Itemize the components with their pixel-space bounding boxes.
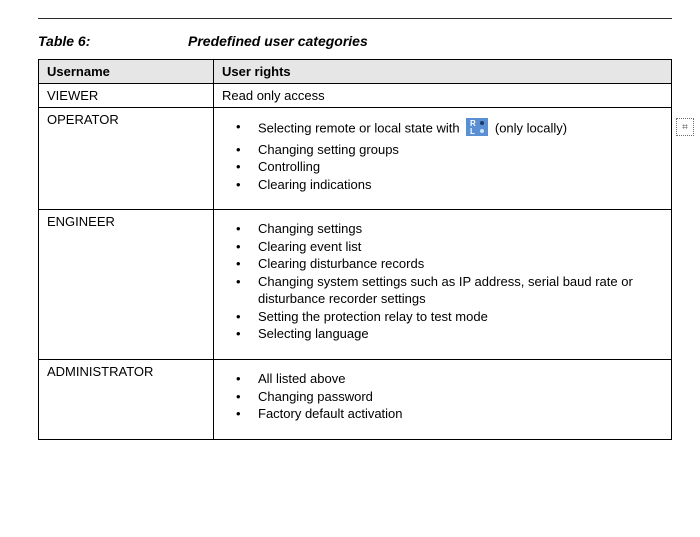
table-anchor-icon: ⌗ xyxy=(676,118,694,136)
top-rule xyxy=(38,18,672,19)
table-caption: Table 6: Predefined user categories xyxy=(38,33,672,49)
rl-icon: R L xyxy=(466,118,488,141)
username-cell: ADMINISTRATOR xyxy=(39,360,214,440)
item-text: Selecting remote or local state with xyxy=(258,121,460,136)
table-row: VIEWER Read only access xyxy=(39,84,672,108)
rights-cell: Read only access xyxy=(214,84,672,108)
list-item: Controlling xyxy=(236,158,663,176)
rights-list: All listed above Changing password Facto… xyxy=(222,364,663,435)
list-item: Selecting language xyxy=(236,325,663,343)
table-header-row: Username User rights xyxy=(39,60,672,84)
list-item: Setting the protection relay to test mod… xyxy=(236,308,663,326)
rights-cell: Changing settings Clearing event list Cl… xyxy=(214,210,672,360)
username-cell: OPERATOR xyxy=(39,108,214,210)
rights-list: Changing settings Clearing event list Cl… xyxy=(222,214,663,355)
table-row: OPERATOR Selecting remote or local state… xyxy=(39,108,672,210)
header-username: Username xyxy=(39,60,214,84)
list-item: Changing settings xyxy=(236,220,663,238)
list-item: Changing setting groups xyxy=(236,141,663,159)
rights-list: Selecting remote or local state with R L… xyxy=(222,112,663,205)
list-item: Clearing indications xyxy=(236,176,663,194)
username-cell: VIEWER xyxy=(39,84,214,108)
table-row: ENGINEER Changing settings Clearing even… xyxy=(39,210,672,360)
item-text: (only locally) xyxy=(495,121,567,136)
svg-text:L: L xyxy=(470,127,475,136)
user-categories-table: Username User rights VIEWER Read only ac… xyxy=(38,59,672,440)
caption-label: Table 6: xyxy=(38,33,188,49)
rights-cell: Selecting remote or local state with R L… xyxy=(214,108,672,210)
list-item: Changing password xyxy=(236,388,663,406)
username-cell: ENGINEER xyxy=(39,210,214,360)
list-item: Clearing event list xyxy=(236,238,663,256)
header-rights: User rights xyxy=(214,60,672,84)
rights-cell: All listed above Changing password Facto… xyxy=(214,360,672,440)
anchor-glyph: ⌗ xyxy=(682,122,688,133)
caption-title: Predefined user categories xyxy=(188,33,368,49)
list-item: Factory default activation xyxy=(236,405,663,423)
list-item: Changing system settings such as IP addr… xyxy=(236,273,663,308)
list-item: All listed above xyxy=(236,370,663,388)
list-item: Selecting remote or local state with R L… xyxy=(236,118,663,141)
list-item: Clearing disturbance records xyxy=(236,255,663,273)
table-row: ADMINISTRATOR All listed above Changing … xyxy=(39,360,672,440)
